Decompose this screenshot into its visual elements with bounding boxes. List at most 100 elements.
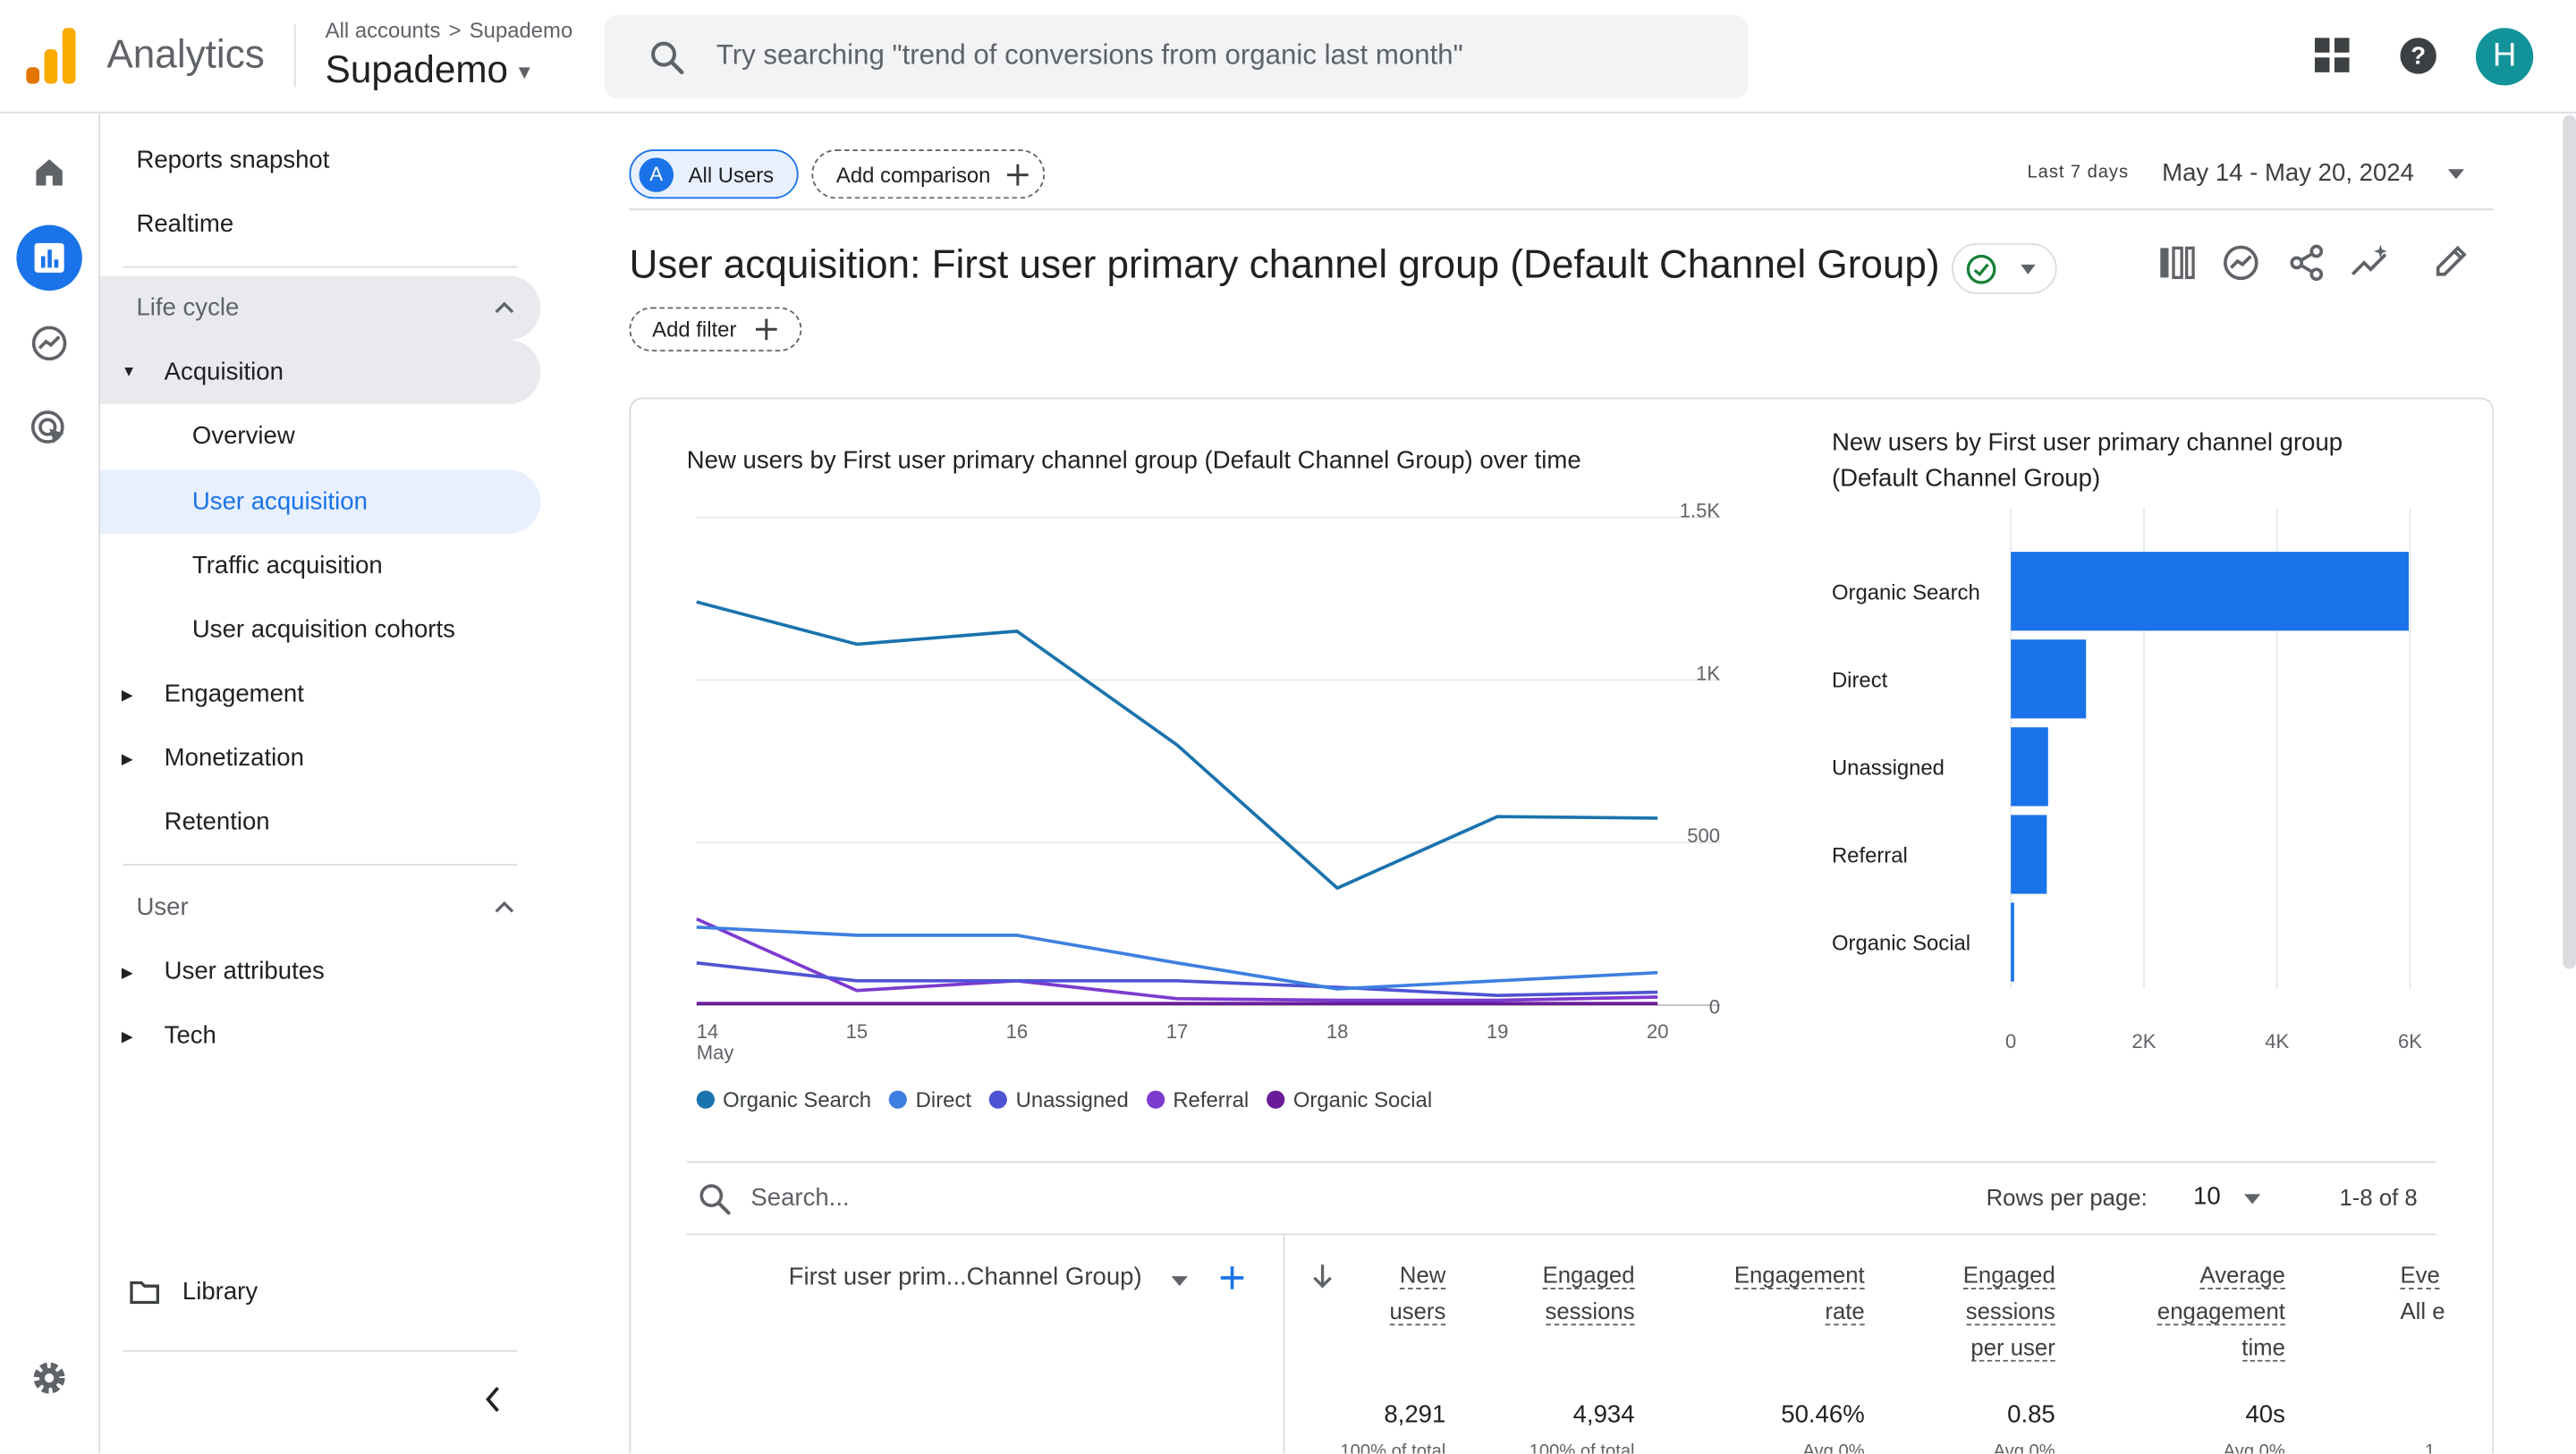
add-dimension-plus-icon[interactable] (1220, 1266, 1244, 1289)
scrollbar[interactable] (2563, 114, 2576, 969)
bar-organic-search[interactable] (2011, 552, 2410, 631)
caret-right-icon[interactable]: ▶ (121, 964, 133, 981)
table-toolbar: Search... Rows per page: 10 1-8 of 8 (686, 1161, 2436, 1236)
column-header[interactable]: per user (1906, 1329, 2055, 1365)
series-line-direct[interactable] (696, 925, 1658, 991)
nav-overview[interactable]: Overview (191, 422, 295, 451)
nav-monetization[interactable]: Monetization (164, 744, 304, 773)
legend-item[interactable]: Organic Search (696, 1087, 871, 1112)
nav-traffic-acquisition[interactable]: Traffic acquisition (191, 552, 383, 580)
caret-down-icon[interactable] (2243, 1194, 2261, 1205)
legend-item[interactable]: Referral (1146, 1087, 1249, 1112)
legend-item[interactable]: Unassigned (989, 1086, 1129, 1112)
insights-icon[interactable] (2221, 243, 2260, 283)
column-header[interactable]: New (1314, 1256, 1446, 1292)
legend-item[interactable]: Direct (889, 1087, 971, 1112)
nav-user-acquisition[interactable]: User acquisition (191, 487, 368, 516)
nav-realtime[interactable]: Realtime (136, 210, 234, 239)
column-header[interactable]: Engaged (1445, 1256, 1635, 1292)
avatar[interactable]: H (2475, 28, 2534, 86)
caret-right-icon[interactable]: ▶ (121, 750, 133, 767)
x-tick-label: 14 (697, 1020, 719, 1043)
help-icon[interactable]: ? (2399, 36, 2438, 75)
series-line-referral[interactable] (696, 917, 1658, 1002)
nav-section-user[interactable]: User (136, 893, 189, 922)
segment-chip-all-users[interactable]: A All Users (629, 149, 799, 199)
nav-reports-snapshot[interactable]: Reports snapshot (136, 146, 330, 174)
bar-direct[interactable] (2011, 639, 2087, 719)
column-header[interactable]: users (1314, 1293, 1446, 1329)
rows-per-page-select[interactable]: 10 (2193, 1182, 2221, 1211)
column-header[interactable]: Eve (2400, 1256, 2498, 1292)
totals-cell: 4,934 (1572, 1400, 1635, 1429)
left-rail (0, 113, 101, 1454)
search-input[interactable]: Try searching "trend of conversions from… (716, 39, 1463, 71)
column-header[interactable]: rate (1659, 1293, 1865, 1329)
series-line-organic-search[interactable] (696, 600, 1658, 890)
nav-library[interactable]: Library (182, 1277, 258, 1306)
breadcrumb-root[interactable]: All accounts (325, 18, 441, 43)
search-icon (699, 1184, 731, 1215)
report-status-chip[interactable] (1952, 242, 2057, 294)
nav-user-acquisition-cohorts[interactable]: User acquisition cohorts (191, 615, 455, 645)
caret-right-icon[interactable]: ▶ (121, 686, 133, 704)
account-selector[interactable]: Supademo ▼ (326, 47, 535, 92)
analytics-logo-icon[interactable] (26, 28, 76, 84)
nav-user-attributes[interactable]: User attributes (164, 957, 325, 986)
table-search-input[interactable]: Search... (750, 1184, 850, 1213)
column-header[interactable]: Average (2103, 1256, 2285, 1292)
nav-section-lifecycle[interactable]: Life cycle (136, 293, 240, 323)
caret-down-icon[interactable] (2447, 169, 2465, 180)
compare-columns-icon[interactable] (2157, 243, 2197, 283)
date-range-picker[interactable]: May 14 - May 20, 2024 (2162, 159, 2414, 188)
column-header[interactable]: Engaged (1906, 1256, 2055, 1292)
column-header-text: Engaged (1962, 1261, 2055, 1289)
trend-sparkle-icon[interactable] (2350, 243, 2393, 283)
totals-cell: 0.85 (2007, 1400, 2055, 1429)
advertising-icon[interactable] (16, 396, 81, 461)
caret-down-icon[interactable]: ▼ (121, 362, 137, 380)
column-header-text: Engagement (1733, 1261, 1865, 1289)
x-tick-label: 2K (2131, 1030, 2156, 1052)
breadcrumb[interactable]: All accounts > Supademo (326, 18, 573, 43)
caret-down-icon[interactable] (1171, 1276, 1188, 1287)
breadcrumb-account[interactable]: Supademo (469, 18, 573, 43)
legend-label: Unassigned (1015, 1086, 1129, 1112)
sort-arrow-down-icon[interactable] (1313, 1263, 1333, 1289)
edit-pencil-icon[interactable] (2433, 243, 2469, 279)
legend-item[interactable]: Organic Social (1267, 1087, 1432, 1112)
bar-referral[interactable] (2011, 815, 2047, 894)
chevron-up-icon[interactable] (495, 300, 514, 314)
series-line-unassigned[interactable] (696, 960, 1658, 998)
column-header[interactable]: All e (2400, 1293, 2498, 1329)
bar-unassigned[interactable] (2011, 727, 2048, 807)
folder-icon[interactable] (130, 1280, 159, 1305)
share-icon[interactable] (2287, 243, 2326, 283)
collapse-chevron-left-icon[interactable] (485, 1386, 501, 1412)
nav-acquisition[interactable]: Acquisition (164, 358, 284, 386)
y-tick-label: 500 (1687, 824, 1720, 847)
totals-subtext: 100% of total (1529, 1441, 1635, 1454)
nav-retention[interactable]: Retention (164, 807, 270, 836)
search-bar[interactable]: Try searching "trend of conversions from… (604, 14, 1749, 99)
home-icon[interactable] (16, 139, 81, 205)
dimension-header[interactable]: First user prim...Channel Group) (788, 1263, 1142, 1291)
bar-organic-social[interactable] (2011, 902, 2014, 982)
column-header[interactable]: engagement (2103, 1293, 2285, 1329)
caret-right-icon[interactable]: ▶ (121, 1027, 133, 1045)
column-header[interactable]: sessions (1906, 1293, 2055, 1329)
explore-icon[interactable] (16, 310, 81, 376)
column-header[interactable]: Engagement (1659, 1256, 1865, 1292)
column-header[interactable]: time (2103, 1329, 2285, 1365)
totals-cell: 50.46% (1781, 1400, 1865, 1429)
nav-engagement[interactable]: Engagement (164, 680, 304, 708)
apps-grid-icon[interactable] (2314, 38, 2351, 73)
nav-tech[interactable]: Tech (164, 1021, 216, 1050)
reports-icon[interactable] (16, 224, 82, 292)
column-header[interactable]: sessions (1445, 1293, 1635, 1329)
add-filter-button[interactable]: Add filter (629, 307, 802, 352)
settings-gear-icon[interactable] (16, 1345, 81, 1410)
legend-dot (696, 1090, 715, 1109)
add-comparison-button[interactable]: Add comparison (811, 149, 1046, 199)
chevron-up-icon[interactable] (495, 900, 514, 914)
